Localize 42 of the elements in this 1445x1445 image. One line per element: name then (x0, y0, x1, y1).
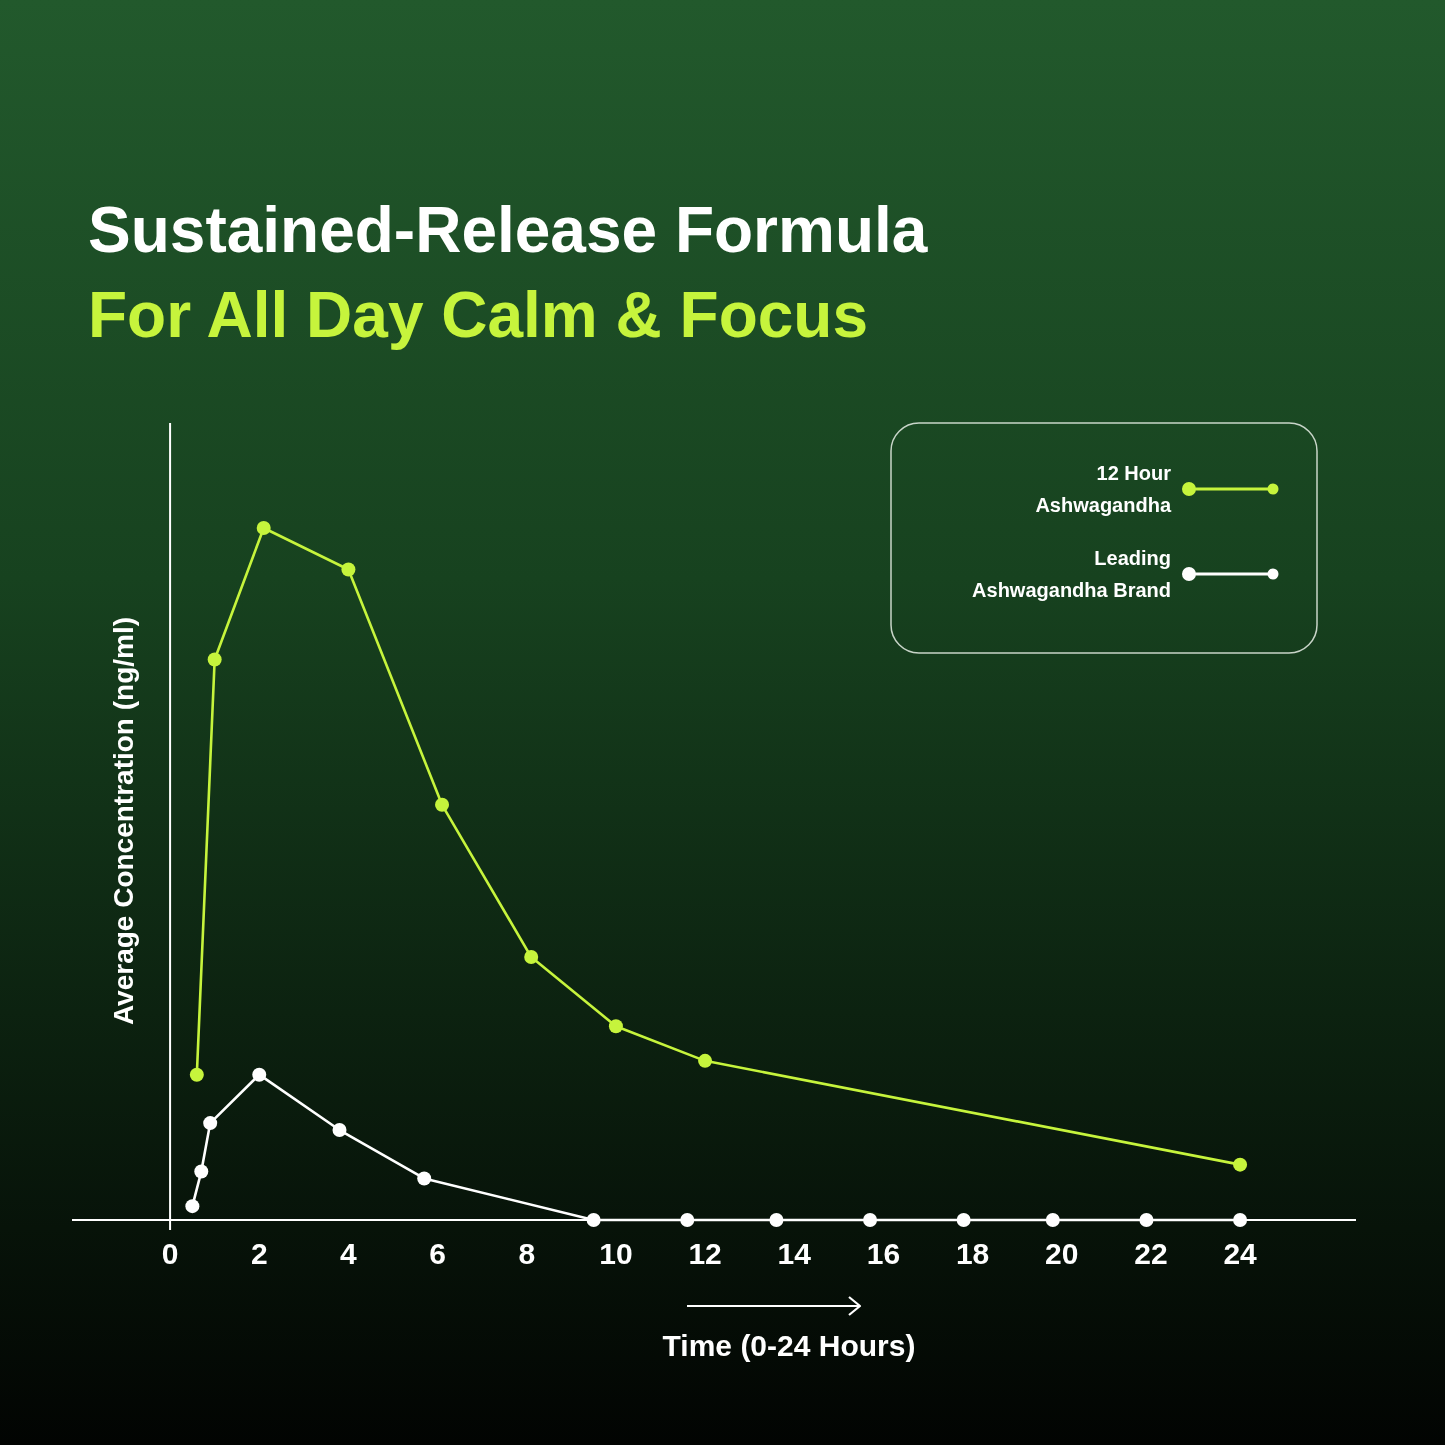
point (194, 1164, 209, 1179)
x-tick-label: 8 (518, 1237, 536, 1270)
point (586, 1213, 601, 1227)
x-tick-label: 14 (777, 1237, 812, 1270)
x-tick-label: 12 (688, 1237, 722, 1270)
x-tick-label: 20 (1045, 1237, 1079, 1270)
y-axis-title: Average Concentration (ng/ml) (108, 616, 139, 1026)
x-tick-label: 4 (340, 1237, 358, 1270)
point (207, 652, 222, 667)
point (608, 1019, 623, 1034)
x-tick-label: 22 (1134, 1237, 1168, 1270)
legend-label: Leading Ashwagandha Brand (967, 547, 1171, 601)
x-tick-label: 24 (1223, 1237, 1258, 1270)
point (435, 797, 450, 812)
point (769, 1213, 784, 1227)
x-tick-label: 16 (866, 1237, 901, 1270)
x-tick-label: 2 (250, 1237, 268, 1270)
point (698, 1053, 713, 1068)
point (332, 1123, 347, 1138)
point (252, 1067, 267, 1082)
x-tick-label: 10 (599, 1237, 633, 1270)
chart-title: Sustained-Release Formula (88, 194, 928, 266)
point (256, 521, 271, 535)
point (680, 1213, 695, 1227)
point (189, 1067, 204, 1082)
point (1233, 1213, 1248, 1227)
point (1139, 1213, 1154, 1227)
point (203, 1116, 218, 1131)
x-tick-label: 0 (161, 1237, 179, 1270)
point (956, 1213, 971, 1227)
point (524, 950, 539, 965)
point (185, 1199, 200, 1214)
point (863, 1213, 878, 1227)
x-axis-title: Time (0-24 Hours) (662, 1329, 916, 1362)
point (1233, 1157, 1248, 1172)
chart-subtitle: For All Day Calm & Focus (88, 279, 868, 351)
legend-label: 12 Hour Ashwagandha (1030, 462, 1172, 516)
point (341, 562, 356, 577)
x-tick-label: 6 (429, 1237, 446, 1270)
point (417, 1171, 432, 1186)
x-tick-label: 18 (955, 1237, 990, 1270)
point (1045, 1213, 1060, 1227)
